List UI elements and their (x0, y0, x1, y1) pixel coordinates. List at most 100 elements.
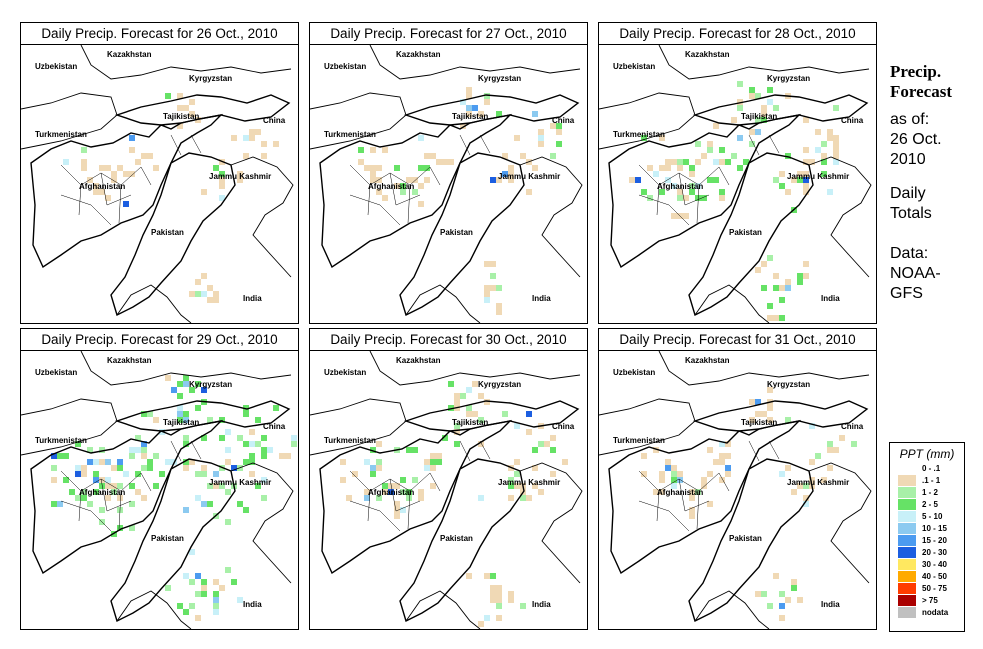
map-label-turkmenistan: Turkmenistan (35, 436, 87, 445)
map-label-india: India (821, 294, 840, 303)
map-label-tajikistan: Tajikistan (741, 112, 777, 121)
legend-label: > 75 (922, 596, 938, 605)
legend-item: 40 - 50 (898, 570, 964, 582)
map-label-turkmenistan: Turkmenistan (613, 130, 665, 139)
as-of-line: 26 Oct. (890, 131, 942, 148)
legend-item: 1 - 2 (898, 486, 964, 498)
forecast-panel-6: Daily Precip. Forecast for 31 Oct., 2010… (598, 328, 877, 630)
map-label-kazakhstan: Kazakhstan (107, 356, 152, 365)
legend-label: 15 - 20 (922, 536, 947, 545)
legend-label: 5 - 10 (922, 512, 943, 521)
map-label-jammu-kashmir: Jammu Kashmir (209, 478, 271, 487)
precip-map: Kazakhstan Uzbekistan Kyrgyzstan Tajikistan… (310, 351, 583, 629)
map-label-india: India (532, 294, 551, 303)
map-label-tajikistan: Tajikistan (163, 418, 199, 427)
legend-swatch (898, 463, 916, 474)
legend-item: 0 - .1 (898, 462, 964, 474)
panel-title: Daily Precip. Forecast for 28 Oct., 2010 (599, 23, 876, 45)
legend-label: .1 - 1 (922, 476, 941, 485)
map-label-china: China (263, 116, 286, 125)
map-label-uzbekistan: Uzbekistan (613, 62, 655, 71)
precip-cells (63, 93, 279, 303)
data-source-line: GFS (890, 285, 923, 302)
precip-map: Kazakhstan Uzbekistan Kyrgyzstan Tajikistan… (21, 45, 294, 323)
map-label-uzbekistan: Uzbekistan (324, 62, 366, 71)
country-borders (310, 45, 583, 323)
map-label-turkmenistan: Turkmenistan (35, 130, 87, 139)
map-label-turkmenistan: Turkmenistan (613, 436, 665, 445)
legend-item: 2 - 5 (898, 498, 964, 510)
map-label-afghanistan: Afghanistan (657, 488, 703, 497)
map-label-pakistan: Pakistan (440, 534, 473, 543)
map-label-uzbekistan: Uzbekistan (324, 368, 366, 377)
map-label-kyrgyzstan: Kyrgyzstan (767, 380, 810, 389)
panel-title: Daily Precip. Forecast for 29 Oct., 2010 (21, 329, 298, 351)
legend-swatch (898, 595, 916, 606)
legend-label: 20 - 30 (922, 548, 947, 557)
legend-title: PPT (mm) (899, 447, 955, 461)
legend-item: nodata (898, 606, 964, 618)
country-borders (21, 45, 294, 323)
sidebar-title-line: Precip. (890, 62, 942, 81)
sidebar-title: Precip. Forecast (890, 62, 952, 102)
legend-label: 50 - 75 (922, 584, 947, 593)
map-label-china: China (552, 422, 575, 431)
legend-swatch (898, 559, 916, 570)
map-label-kyrgyzstan: Kyrgyzstan (478, 74, 521, 83)
map-label-jammu-kashmir: Jammu Kashmir (787, 172, 849, 181)
as-of-line: as of: (890, 111, 930, 128)
precip-cells (51, 375, 297, 621)
legend-swatch (898, 535, 916, 546)
country-borders (310, 351, 583, 629)
country-borders (599, 45, 872, 323)
precip-map: Kazakhstan Uzbekistan Kyrgyzstan Tajikistan… (599, 351, 872, 629)
panel-title: Daily Precip. Forecast for 27 Oct., 2010 (310, 23, 587, 45)
legend-label: 10 - 15 (922, 524, 947, 533)
map-label-afghanistan: Afghanistan (657, 182, 703, 191)
map-label-kazakhstan: Kazakhstan (396, 356, 441, 365)
legend-swatch (898, 583, 916, 594)
country-borders (599, 351, 872, 629)
map-label-kazakhstan: Kazakhstan (107, 50, 152, 59)
legend-swatch (898, 607, 916, 618)
legend-item: 30 - 40 (898, 558, 964, 570)
precip-map: Kazakhstan Uzbekistan Kyrgyzstan Tajikistan… (21, 351, 297, 629)
country-borders (21, 351, 294, 629)
legend-label: 30 - 40 (922, 560, 947, 569)
legend-label: 0 - .1 (922, 464, 941, 473)
precip-cells (358, 87, 562, 315)
legend-item: > 75 (898, 594, 964, 606)
legend-item: 10 - 15 (898, 522, 964, 534)
forecast-panel-3: Daily Precip. Forecast for 28 Oct., 2010… (598, 22, 877, 324)
sidebar-title-line: Forecast (890, 82, 952, 101)
legend-item: 20 - 30 (898, 546, 964, 558)
map-label-china: China (552, 116, 575, 125)
legend-swatch (898, 571, 916, 582)
map-label-uzbekistan: Uzbekistan (613, 368, 655, 377)
legend-swatch (898, 475, 916, 486)
map-label-china: China (263, 422, 286, 431)
map-label-kyrgyzstan: Kyrgyzstan (189, 380, 232, 389)
map-label-pakistan: Pakistan (151, 228, 184, 237)
map-label-india: India (243, 294, 262, 303)
forecast-panel-4: Daily Precip. Forecast for 29 Oct., 2010… (20, 328, 299, 630)
map-label-india: India (821, 600, 840, 609)
map-label-china: China (841, 422, 864, 431)
map-label-afghanistan: Afghanistan (79, 488, 125, 497)
map-label-jammu-kashmir: Jammu Kashmir (787, 478, 849, 487)
as-of-date: as of: 26 Oct. 2010 (890, 110, 942, 170)
precip-cells (641, 387, 857, 621)
panel-title: Daily Precip. Forecast for 31 Oct., 2010 (599, 329, 876, 351)
map-label-uzbekistan: Uzbekistan (35, 62, 77, 71)
precip-map: Kazakhstan Uzbekistan Kyrgyzstan Tajikistan… (310, 45, 583, 323)
map-label-afghanistan: Afghanistan (368, 182, 414, 191)
forecast-panel-1: Daily Precip. Forecast for 26 Oct., 2010… (20, 22, 299, 324)
map-label-afghanistan: Afghanistan (79, 182, 125, 191)
map-label-pakistan: Pakistan (151, 534, 184, 543)
legend-swatch (898, 523, 916, 534)
legend-swatch (898, 547, 916, 558)
legend-item: 50 - 75 (898, 582, 964, 594)
totals-line: Totals (890, 205, 932, 222)
map-label-pakistan: Pakistan (440, 228, 473, 237)
legend-label: 40 - 50 (922, 572, 947, 581)
